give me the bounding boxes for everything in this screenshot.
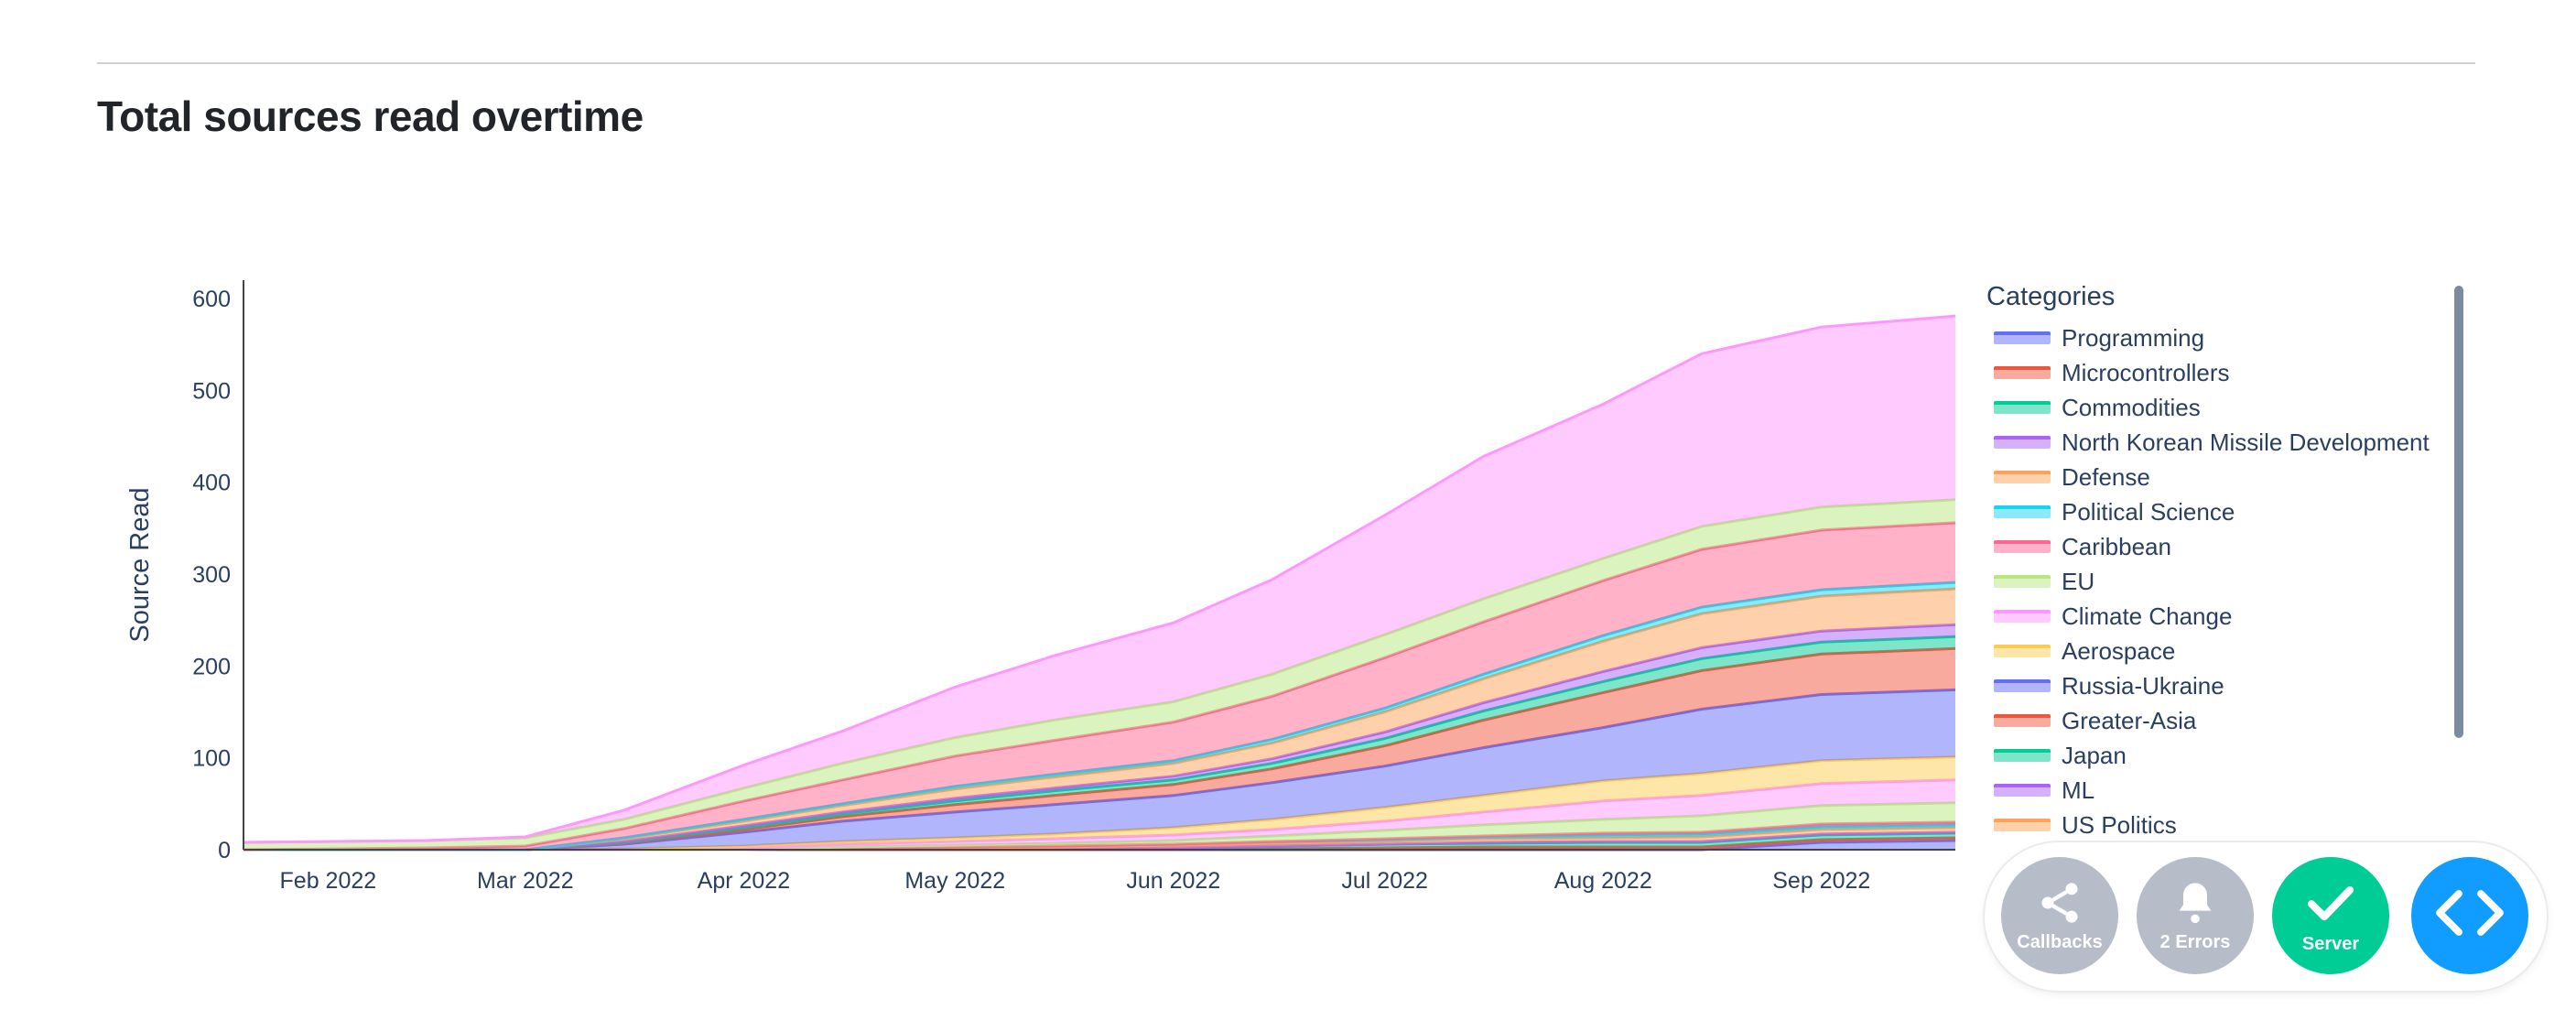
legend-label: Commodities (2062, 393, 2201, 421)
x-tick-label: Sep 2022 (1772, 868, 1870, 894)
legend-swatch (1994, 331, 2051, 344)
legend-swatch (1994, 819, 2051, 831)
legend-swatch (1994, 471, 2051, 483)
errors-label: 2 Errors (2159, 931, 2231, 952)
y-axis-label: Source Read (125, 487, 155, 642)
legend-label: North Korean Missile Development (2062, 428, 2430, 456)
legend-item[interactable]: US Politics (1986, 808, 2462, 842)
area-series-11 (244, 648, 1955, 850)
errors-button[interactable]: 2 Errors (2137, 857, 2254, 974)
legend-swatch (1994, 679, 2051, 692)
legend-label: Programming (2062, 323, 2205, 352)
code-brackets-icon (2436, 890, 2504, 936)
legend-label: Defense (2062, 462, 2150, 491)
y-tick-label: 300 (192, 562, 231, 588)
page-title: Total sources read overtime (97, 92, 644, 140)
legend-item[interactable]: Caribbean (1986, 529, 2462, 564)
legend-swatch (1994, 645, 2051, 657)
y-tick-label: 200 (192, 654, 231, 679)
server-button[interactable]: Server (2272, 857, 2389, 974)
legend-item[interactable]: Programming (1986, 320, 2462, 355)
legend-swatch (1994, 401, 2051, 414)
area-series-9 (244, 756, 1955, 850)
legend-item[interactable]: ML (1986, 773, 2462, 808)
area-series-13 (244, 624, 1955, 850)
legend-swatch (1994, 505, 2051, 518)
legend-item[interactable]: Microcontrollers (1986, 355, 2462, 390)
callbacks-label: Callbacks (2017, 931, 2103, 952)
legend-item[interactable]: North Korean Missile Development (1986, 425, 2462, 460)
area-series-10 (244, 689, 1955, 850)
legend-swatch (1994, 610, 2051, 623)
share-icon (2041, 882, 2078, 923)
legend-swatch (1994, 749, 2051, 762)
legend-label: Caribbean (2062, 532, 2171, 560)
legend-label: ML (2062, 776, 2095, 804)
dash-devtools-bar: Callbacks 2 Errors Server (1985, 842, 2547, 991)
y-tick-label: 500 (192, 378, 231, 404)
legend-scrollbar[interactable] (2454, 286, 2463, 738)
legend-swatch (1994, 436, 2051, 449)
y-tick-label: 600 (192, 287, 231, 312)
legend-label: Russia-Ukraine (2062, 671, 2224, 700)
area-series-5 (244, 824, 1955, 850)
code-button[interactable] (2411, 857, 2528, 974)
legend-swatch (1994, 366, 2051, 379)
legend-label: Political Science (2062, 497, 2235, 526)
x-tick-label: Jul 2022 (1341, 868, 1428, 894)
legend-swatch (1994, 784, 2051, 797)
legend-swatch (1994, 540, 2051, 553)
legend-item[interactable]: Japan (1986, 738, 2462, 773)
x-tick-label: Aug 2022 (1554, 868, 1652, 894)
legend-swatch (1994, 575, 2051, 588)
x-tick-label: May 2022 (904, 868, 1005, 894)
legend-label: Microcontrollers (2062, 358, 2230, 386)
area-series-8 (244, 779, 1955, 850)
legend-item[interactable]: Commodities (1986, 390, 2462, 425)
area-series-12 (244, 636, 1955, 850)
legend-item[interactable]: Aerospace (1986, 634, 2462, 668)
area-series-17 (244, 499, 1955, 850)
line-series-18 (243, 314, 1956, 844)
legend: Categories Programming Microcontrollers Co… (1986, 282, 2462, 850)
area-series-14 (244, 589, 1955, 850)
area-series-16 (244, 522, 1955, 850)
checkmark-icon (2307, 885, 2354, 920)
legend-item[interactable]: Russia-Ukraine (1986, 668, 2462, 703)
legend-items: Programming Microcontrollers Commodities No… (1986, 320, 2462, 842)
legend-item[interactable]: Greater-Asia (1986, 703, 2462, 738)
y-tick-label: 0 (218, 838, 231, 863)
legend-item[interactable]: Defense (1986, 460, 2462, 494)
x-tick-label: Feb 2022 (280, 868, 377, 894)
legend-item[interactable]: Political Science (1986, 494, 2462, 529)
x-tick-label: Apr 2022 (698, 868, 790, 894)
top-divider (97, 62, 2475, 64)
legend-swatch (1994, 714, 2051, 727)
y-tick-label: 100 (192, 746, 231, 772)
bell-icon (2179, 882, 2212, 923)
legend-item[interactable]: Climate Change (1986, 599, 2462, 634)
legend-title: Categories (1986, 282, 2116, 311)
area-series-7 (244, 802, 1955, 850)
legend-label: Climate Change (2062, 602, 2233, 630)
x-tick-label: Jun 2022 (1126, 868, 1220, 894)
y-tick-label: 400 (192, 471, 231, 496)
legend-label: Japan (2062, 741, 2127, 769)
legend-label: Greater-Asia (2062, 706, 2197, 734)
area-series-18 (244, 316, 1955, 843)
callbacks-button[interactable]: Callbacks (2001, 857, 2118, 974)
legend-label: Aerospace (2062, 636, 2176, 665)
x-tick-label: Mar 2022 (477, 868, 574, 894)
server-label: Server (2301, 933, 2360, 954)
plot-areas (243, 314, 1956, 852)
plot-axes: 0 100 200 300 400 500 600 Feb 2022 Mar 2022 Apr 2… (125, 280, 1955, 894)
legend-label: EU (2062, 567, 2095, 595)
legend-item[interactable]: EU (1986, 564, 2462, 599)
legend-label: US Politics (2062, 810, 2177, 839)
area-series-2 (244, 832, 1955, 850)
